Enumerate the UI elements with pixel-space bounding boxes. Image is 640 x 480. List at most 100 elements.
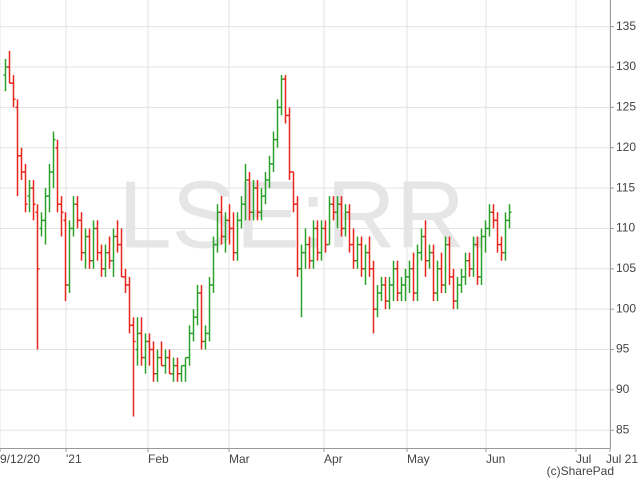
ohlc-bar bbox=[39, 212, 44, 237]
ohlc-bar bbox=[255, 180, 260, 221]
ohlc-bar bbox=[239, 196, 244, 229]
ohlc-bar bbox=[471, 236, 476, 277]
y-tick-label: 110 bbox=[616, 221, 635, 235]
ohlc-bar bbox=[395, 260, 400, 302]
ohlc-bar bbox=[91, 220, 96, 269]
ohlc-bar bbox=[83, 228, 88, 269]
ohlc-bar bbox=[315, 220, 320, 261]
ohlc-bar bbox=[303, 228, 308, 269]
ohlc-bar bbox=[123, 268, 128, 294]
ohlc-bar bbox=[211, 236, 216, 294]
ohlc-bar bbox=[491, 204, 496, 229]
ohlc-bar bbox=[307, 236, 312, 269]
ohlc-bar bbox=[79, 212, 84, 261]
ohlc-bar bbox=[463, 252, 468, 285]
ohlc-bar bbox=[139, 317, 144, 366]
ohlc-bar bbox=[267, 155, 272, 189]
ohlc-bar bbox=[359, 236, 364, 277]
ohlc-bar bbox=[419, 228, 424, 261]
ohlc-bar bbox=[167, 349, 172, 375]
ohlc-bar bbox=[439, 252, 444, 294]
credit: (c)SharePad bbox=[547, 464, 614, 478]
ohlc-bar bbox=[383, 276, 388, 310]
ohlc-bar bbox=[95, 220, 100, 261]
ohlc-bar bbox=[347, 204, 352, 253]
y-tick-label: 135 bbox=[616, 19, 636, 33]
y-tick-label: 90 bbox=[616, 382, 630, 396]
ohlc-bar bbox=[187, 325, 192, 366]
ohlc-bar bbox=[503, 212, 508, 261]
x-tick-label: Jul 21 bbox=[606, 452, 638, 466]
ohlc-bar bbox=[171, 357, 176, 382]
ohlc-bar bbox=[371, 260, 376, 334]
ohlc-bar bbox=[119, 228, 124, 278]
y-tick-label: 85 bbox=[616, 422, 630, 436]
ohlc-bar bbox=[259, 188, 264, 221]
ohlc-bar bbox=[483, 220, 488, 253]
ohlc-bar bbox=[199, 284, 204, 350]
ohlc-bar bbox=[27, 180, 32, 213]
ohlc-bar bbox=[175, 357, 180, 382]
ohlc-bar bbox=[7, 50, 12, 84]
ohlc-bar bbox=[415, 244, 420, 302]
y-tick-label: 95 bbox=[616, 342, 630, 356]
ohlc-bar bbox=[23, 163, 28, 213]
ohlc-bar bbox=[375, 284, 380, 318]
ohlc-bar bbox=[475, 236, 480, 285]
ohlc-bar bbox=[231, 212, 236, 261]
x-tick-label: Apr bbox=[324, 452, 343, 466]
x-tick-label: '21 bbox=[66, 452, 82, 466]
ohlc-bar bbox=[323, 220, 328, 253]
ohlc-bar bbox=[451, 268, 456, 310]
ohlc-bar bbox=[411, 252, 416, 302]
ohlc-bar bbox=[407, 260, 412, 294]
ohlc-bar bbox=[499, 236, 504, 261]
ohlc-bar bbox=[99, 244, 104, 277]
ohlc-bar bbox=[243, 163, 248, 221]
ohlc-bar bbox=[203, 325, 208, 350]
ohlc-bar bbox=[11, 75, 16, 108]
ohlc-bar bbox=[343, 204, 348, 237]
ohlc-bar bbox=[295, 196, 300, 277]
ohlc-bar bbox=[355, 236, 360, 269]
ohlc-bar bbox=[19, 147, 24, 181]
x-tick-label: Mar bbox=[229, 452, 250, 466]
ohlc-bar bbox=[279, 75, 284, 116]
ohlc-bar bbox=[495, 212, 500, 253]
ohlc-bar bbox=[391, 260, 396, 302]
ohlc-bar bbox=[163, 349, 168, 374]
ohlc-bar bbox=[47, 163, 52, 213]
ohlc-bar bbox=[207, 276, 212, 342]
ohlc-bar bbox=[467, 252, 472, 277]
ohlc-bar bbox=[507, 204, 512, 229]
ohlc-bar bbox=[191, 309, 196, 342]
ohlc-bar bbox=[51, 131, 56, 189]
x-tick-label: 9/12/20 bbox=[0, 452, 40, 466]
ohlc-bar bbox=[183, 356, 188, 382]
ohlc-bar bbox=[247, 171, 252, 221]
ohlc-bar bbox=[459, 268, 464, 294]
ohlc-bar bbox=[227, 204, 232, 245]
ohlc-bar bbox=[435, 260, 440, 302]
y-tick-label: 125 bbox=[616, 100, 636, 114]
y-tick-label: 100 bbox=[616, 301, 636, 315]
ohlc-bar bbox=[215, 204, 220, 253]
ohlc-bar bbox=[335, 196, 340, 229]
ohlc-bar bbox=[159, 341, 164, 367]
ohlc-bar bbox=[299, 244, 304, 318]
x-tick-label: Feb bbox=[148, 452, 169, 466]
ohlc-bar bbox=[339, 196, 344, 237]
ohlc-bar bbox=[251, 180, 256, 221]
y-tick-label: 115 bbox=[616, 180, 635, 194]
ohlc-bar bbox=[35, 204, 40, 350]
ohlc-bar bbox=[235, 212, 240, 261]
ohlc-bar bbox=[3, 58, 8, 92]
ohlc-bar bbox=[143, 333, 148, 374]
ohlc-bar bbox=[455, 276, 460, 310]
ohlc-bar bbox=[271, 131, 276, 172]
ohlc-bar bbox=[387, 276, 392, 310]
ohlc-bar bbox=[15, 99, 20, 197]
ohlc-bar bbox=[31, 180, 36, 221]
ohlc-bar bbox=[63, 212, 68, 302]
ohlc-bar bbox=[107, 236, 112, 269]
